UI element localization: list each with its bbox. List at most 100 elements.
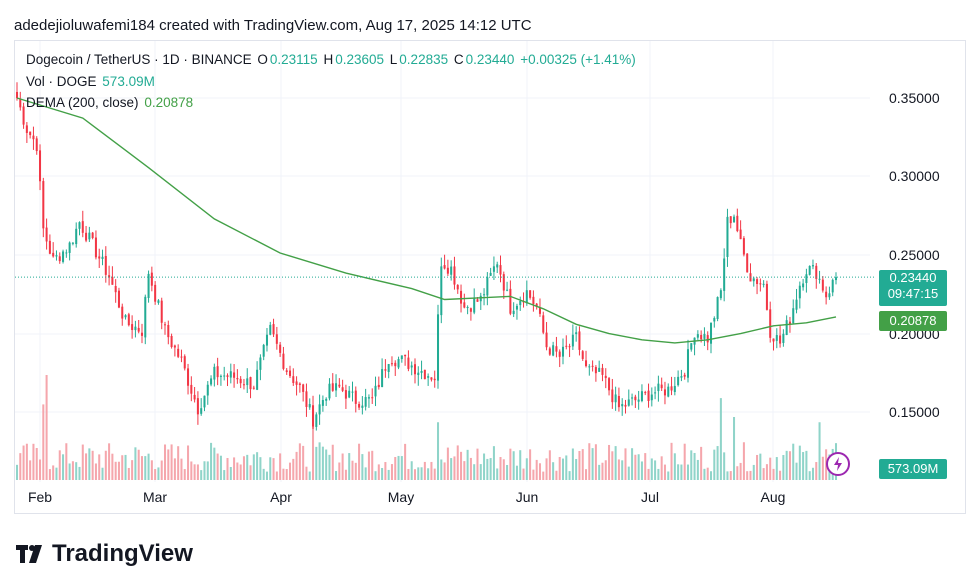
- candle-body: [364, 397, 367, 407]
- volume-bar: [476, 448, 479, 480]
- volume-bar: [772, 468, 775, 480]
- candle-body: [486, 277, 489, 296]
- candle-body: [598, 367, 601, 372]
- volume-bar: [170, 444, 173, 480]
- candle-body: [144, 296, 147, 338]
- last-price-badge: 0.23440 09:47:15: [879, 270, 947, 306]
- volume-bar: [654, 460, 657, 480]
- volume-bar: [394, 456, 397, 480]
- x-tick-label: Feb: [28, 489, 52, 505]
- volume-bar: [137, 449, 140, 480]
- x-tick-label: Mar: [143, 489, 167, 505]
- volume-bar: [423, 461, 426, 480]
- tradingview-logo[interactable]: TradingView: [16, 540, 193, 568]
- volume-bar: [716, 446, 719, 480]
- volume-bar: [15, 464, 19, 480]
- volume-bar: [183, 469, 186, 480]
- volume-bar: [361, 454, 364, 480]
- candle-body: [292, 376, 295, 383]
- last-price-value: 0.23440: [889, 270, 937, 285]
- candle-body: [716, 297, 719, 319]
- volume-bar: [407, 468, 410, 480]
- volume-bar: [548, 450, 551, 480]
- candle-body: [446, 267, 449, 274]
- volume-bar: [206, 461, 209, 480]
- bolt-icon[interactable]: [826, 452, 850, 476]
- y-tick-label: 0.30000: [889, 168, 940, 184]
- candle-body: [134, 326, 137, 331]
- candle-body: [384, 369, 387, 371]
- candle-body: [423, 369, 426, 380]
- volume-bar: [246, 454, 249, 480]
- volume-bar: [242, 456, 245, 480]
- volume-bar: [374, 471, 377, 480]
- volume-bar: [644, 453, 647, 480]
- candle-body: [154, 284, 157, 302]
- volume-bar: [404, 443, 407, 480]
- close-value: 0.23440: [465, 52, 515, 67]
- volume-bar: [756, 454, 759, 480]
- volume-bar: [673, 453, 676, 480]
- candle-body: [157, 300, 160, 303]
- candle-body: [673, 385, 676, 392]
- volume-bar: [634, 454, 637, 480]
- volume-bar: [436, 422, 440, 480]
- volume-bar: [440, 459, 443, 480]
- candle-body: [397, 359, 400, 368]
- volume-bar: [410, 461, 413, 480]
- candle-body: [108, 275, 111, 278]
- candle-body: [456, 285, 459, 290]
- candle-body: [808, 265, 811, 275]
- candle-body: [686, 349, 690, 378]
- volume-bar: [821, 456, 824, 480]
- candle-body: [71, 242, 74, 244]
- candle-body: [111, 276, 114, 285]
- volume-bar: [640, 461, 643, 480]
- volume-bar: [216, 453, 219, 480]
- candle-body: [617, 395, 620, 408]
- candle-body: [709, 322, 713, 344]
- volume-bar: [739, 462, 742, 480]
- candle-body: [55, 255, 58, 257]
- candle-body: [219, 375, 222, 377]
- volume-bar: [259, 457, 262, 480]
- candle-body: [35, 138, 38, 152]
- volume-bar: [805, 450, 808, 480]
- volume-bar: [78, 466, 81, 480]
- candle-body: [183, 356, 186, 369]
- candle-body: [210, 378, 213, 385]
- volume-bar: [769, 457, 772, 480]
- volume-bar: [578, 450, 581, 480]
- candle-body: [492, 266, 495, 272]
- candle-body: [700, 334, 703, 340]
- volume-bar: [713, 449, 716, 480]
- volume-bar: [124, 454, 127, 480]
- candle-body: [298, 383, 301, 385]
- candle-body: [259, 357, 262, 370]
- candle-body: [404, 354, 407, 357]
- volume-bar: [525, 458, 528, 480]
- candle-body: [538, 307, 541, 314]
- candle-body: [236, 378, 239, 380]
- volume-bar: [384, 462, 387, 480]
- candle-body: [318, 404, 321, 415]
- volume-bar: [331, 444, 334, 480]
- volume-bar: [433, 468, 436, 480]
- candle-body: [42, 181, 45, 229]
- candle-body: [532, 296, 535, 304]
- volume-bar: [568, 471, 571, 480]
- chart-frame: [14, 40, 966, 514]
- candle-body: [466, 307, 469, 309]
- volume-bar: [358, 443, 361, 480]
- volume-bar: [377, 464, 380, 480]
- x-tick-label: May: [388, 489, 414, 505]
- volume-bar: [236, 462, 239, 480]
- candle-body: [262, 344, 265, 357]
- candle-body: [305, 391, 308, 407]
- candle-body: [65, 252, 68, 254]
- candle-body: [272, 324, 275, 335]
- volume-bar: [798, 445, 801, 480]
- candle-body: [811, 265, 814, 267]
- candle-body: [802, 283, 805, 288]
